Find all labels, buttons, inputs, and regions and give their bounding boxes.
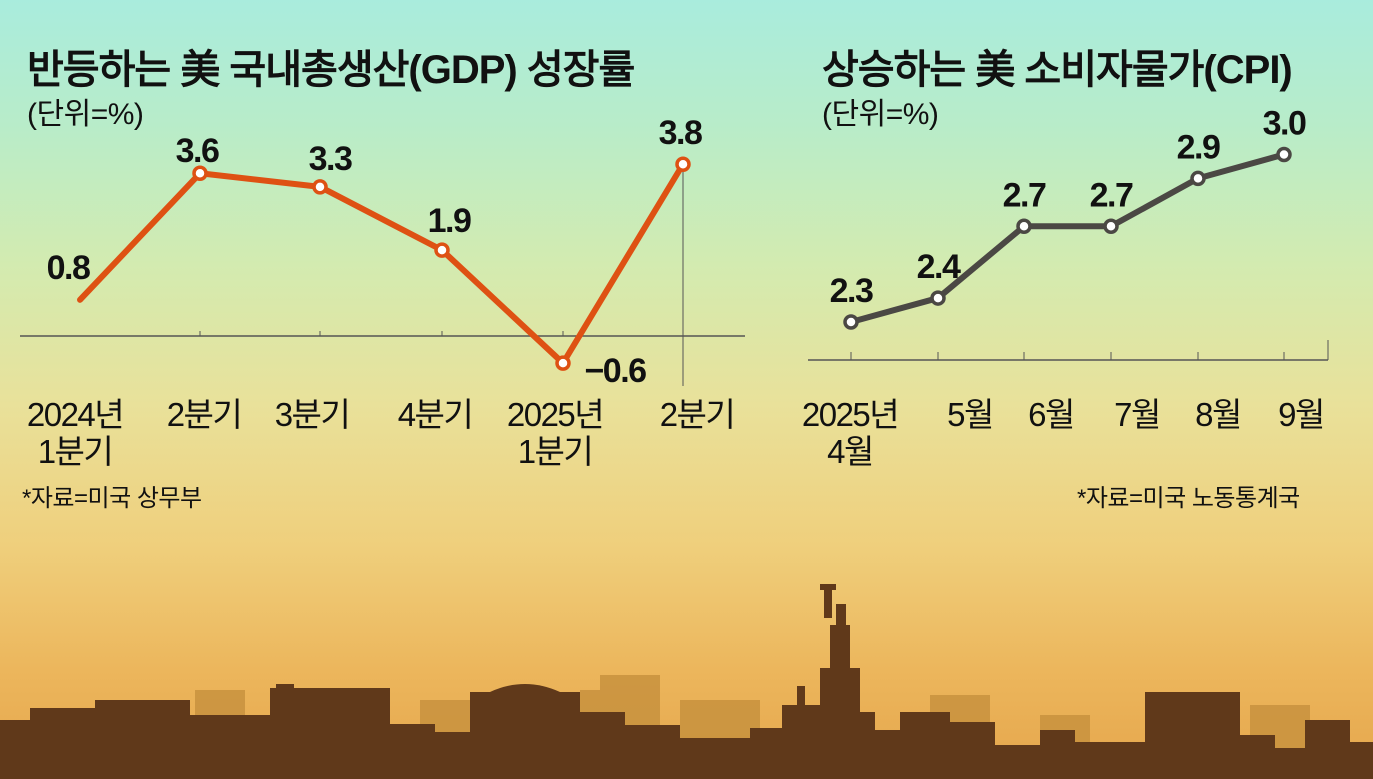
gdp-chart-title: 반등하는 美 국내총생산(GDP) 성장률 [27, 48, 635, 92]
gdp-line-chart: 0.8 3.6 3.3 1.9 −0.6 3.8 2024년 1분기 2분기 3분기 4분기 2025… [20, 114, 745, 470]
gdp-data-label: 0.8 [47, 249, 90, 287]
gdp-data-label: 3.8 [659, 114, 702, 152]
gdp-x-tick-label: 2025년 1분기 [507, 396, 603, 470]
gdp-data-point [675, 156, 691, 172]
cpi-unit-label: (단위=%) [822, 98, 939, 131]
cpi-data-point [1190, 170, 1206, 187]
gdp-data-label: 3.6 [176, 132, 219, 170]
cpi-x-tick-label: 5월 [947, 396, 993, 433]
cpi-data-point [1016, 218, 1032, 235]
cpi-x-tick-label: 7월 [1114, 396, 1160, 433]
gdp-x-tick-label: 3분기 [275, 396, 350, 433]
gdp-x-tick-label: 2분기 [167, 396, 242, 433]
cpi-data-label: 2.4 [917, 248, 961, 286]
gdp-series-line [77, 161, 686, 367]
cpi-x-tick-label: 2025년 4월 [802, 396, 898, 470]
cpi-line-chart: 2.3 2.4 2.7 2.7 2.9 3.0 2025년 4월 5월 6월 7월 8월 9월 [802, 104, 1329, 470]
cpi-x-tick-label: 8월 [1195, 396, 1241, 433]
cpi-x-tick-label: 9월 [1278, 396, 1324, 433]
gdp-data-point [555, 355, 571, 371]
cpi-data-point [843, 314, 859, 330]
gdp-data-point [192, 165, 208, 182]
gdp-data-point [434, 242, 450, 258]
gdp-data-label: −0.6 [584, 352, 646, 390]
gdp-x-tick-label: 2분기 [660, 396, 735, 433]
cpi-source-note: *자료=미국 노동통계국 [1077, 485, 1300, 512]
gdp-x-tick-label: 2024년 1분기 [27, 396, 123, 470]
cpi-data-point [1276, 146, 1292, 163]
cpi-data-label: 2.9 [1177, 128, 1220, 166]
cpi-data-label: 2.7 [1090, 176, 1133, 214]
gdp-data-label: 1.9 [428, 202, 471, 240]
cpi-chart-title: 상승하는 美 소비자물가(CPI) [822, 48, 1293, 92]
cpi-data-label: 2.3 [830, 272, 873, 310]
cpi-data-label: 2.7 [1003, 176, 1046, 214]
cpi-data-label: 3.0 [1263, 104, 1306, 142]
gdp-source-note: *자료=미국 상무부 [22, 485, 202, 512]
cpi-series-line [848, 151, 1287, 325]
gdp-data-label: 3.3 [309, 140, 352, 178]
skyline-front-layer [0, 584, 1373, 779]
cpi-data-point [1103, 218, 1119, 235]
cpi-x-tick-label: 6월 [1028, 396, 1074, 433]
cpi-data-point [930, 290, 946, 306]
gdp-data-point [312, 179, 328, 195]
gdp-unit-label: (단위=%) [27, 98, 144, 131]
gdp-x-tick-label: 4분기 [398, 396, 473, 433]
